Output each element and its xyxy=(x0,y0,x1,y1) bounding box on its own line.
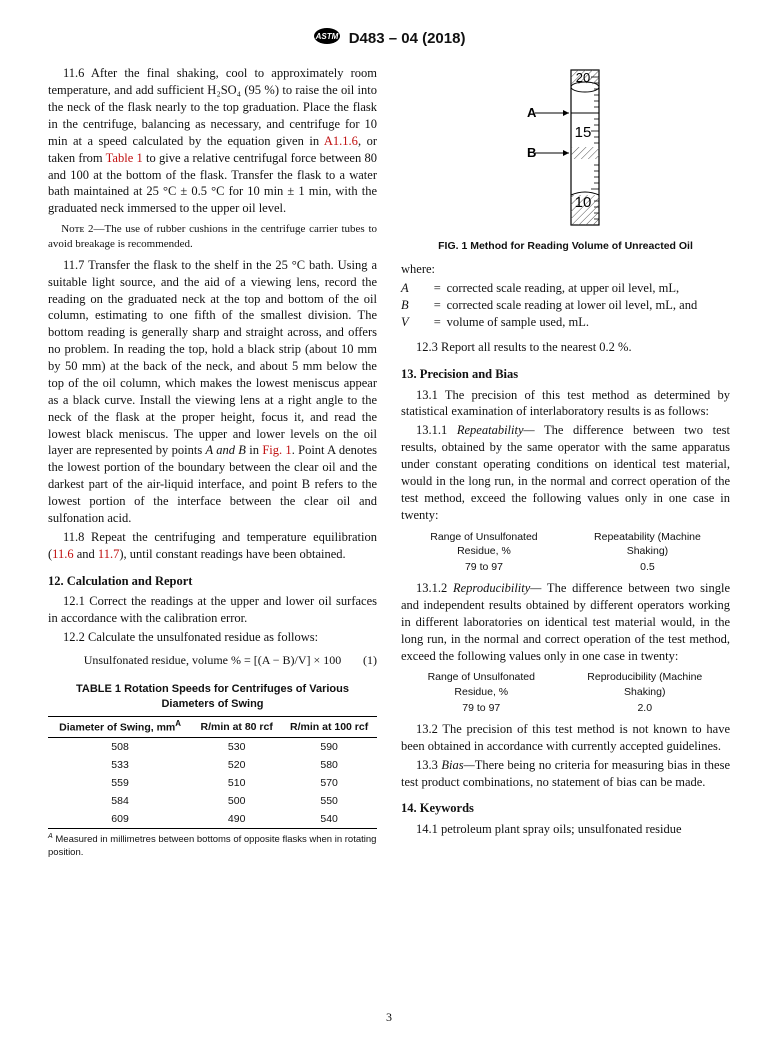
repeatability-table: Range of UnsulfonatedResidue, % Repeatab… xyxy=(401,528,730,577)
term-bias: Bias— xyxy=(441,758,474,772)
figure-1-caption: FIG. 1 Method for Reading Volume of Unre… xyxy=(401,239,730,253)
where-b-def: = corrected scale reading at lower oil l… xyxy=(431,297,730,314)
section-14-heading: 14. Keywords xyxy=(401,800,730,817)
where-a-sym: A xyxy=(401,280,421,297)
para-11-8: 11.8 Repeat the centrifuging and tempera… xyxy=(48,529,377,563)
reproducibility-table: Range of UnsulfonatedResidue, % Reproduc… xyxy=(401,668,730,717)
para-13-1: 13.1 The precision of this test method a… xyxy=(401,387,730,421)
text: 13.1.1 xyxy=(416,423,457,437)
link-11-6[interactable]: 11.6 xyxy=(52,547,73,561)
where-b-sym: B xyxy=(401,297,421,314)
table-1-col1-head: Diameter of Swing, mmA xyxy=(48,716,192,737)
standard-designation: D483 – 04 (2018) xyxy=(349,30,466,47)
text-ab: A and B xyxy=(206,443,246,457)
para-12-3: 12.3 Report all results to the nearest 0… xyxy=(401,339,730,356)
text: 13.3 xyxy=(416,758,441,772)
mini2-h1: Range of UnsulfonatedResidue, % xyxy=(403,670,560,698)
term-reproducibility: Reproducibility— xyxy=(453,581,541,595)
link-table-1[interactable]: Table 1 xyxy=(106,151,143,165)
text: The difference between two test results,… xyxy=(401,423,730,521)
table-row: 609490540 xyxy=(48,810,377,829)
table-row: 533520580 xyxy=(48,756,377,774)
note-2: Nᴏᴛᴇ 2—The use of rubber cushions in the… xyxy=(48,222,377,252)
text: in xyxy=(246,443,262,457)
two-column-body: 11.6 After the final shaking, cool to ap… xyxy=(0,65,778,985)
text: ), until constant readings have been obt… xyxy=(119,547,345,561)
para-13-2: 13.2 The precision of this test method i… xyxy=(401,721,730,755)
mini1-h2: Repeatability (MachineShaking) xyxy=(567,530,728,558)
table-1-footnote: A Measured in millimetres between bottom… xyxy=(48,832,377,860)
where-a-def: = corrected scale reading, at upper oil … xyxy=(431,280,730,297)
where-label: where: xyxy=(401,261,730,278)
mini1-value: 0.5 xyxy=(567,560,728,574)
table-1-col3-head: R/min at 100 rcf xyxy=(281,716,377,737)
link-a1-1-6[interactable]: A1.1.6 xyxy=(324,134,358,148)
equation-body: Unsulfonated residue, volume % = [(A − B… xyxy=(84,653,342,667)
scale-10: 10 xyxy=(574,194,591,211)
table-1-title: TABLE 1 Rotation Speeds for Centrifuges … xyxy=(48,682,377,712)
where-v-def: = volume of sample used, mL. xyxy=(431,314,730,331)
page-header: ASTM D483 – 04 (2018) xyxy=(0,0,778,59)
text: 13.1.2 xyxy=(416,581,453,595)
scale-15: 15 xyxy=(574,124,591,141)
text: 11.7 Transfer the flask to the shelf in … xyxy=(48,258,377,458)
equation-1: Unsulfonated residue, volume % = [(A − B… xyxy=(48,652,377,668)
table-row: 508530590 xyxy=(48,737,377,756)
para-13-1-2: 13.1.2 Reproducibility— The difference b… xyxy=(401,580,730,664)
table-1-col2-head: R/min at 80 rcf xyxy=(192,716,281,737)
svg-text:ASTM: ASTM xyxy=(314,32,338,41)
mini2-h2: Reproducibility (MachineShaking) xyxy=(562,670,728,698)
where-definitions: A = corrected scale reading, at upper oi… xyxy=(401,280,730,331)
mini2-value: 2.0 xyxy=(562,701,728,715)
table-row: 559510570 xyxy=(48,774,377,792)
section-12-heading: 12. Calculation and Report xyxy=(48,573,377,590)
para-12-1: 12.1 Correct the readings at the upper a… xyxy=(48,593,377,627)
section-13-heading: 13. Precision and Bias xyxy=(401,366,730,383)
where-v-sym: V xyxy=(401,314,421,331)
equation-number: (1) xyxy=(363,652,377,668)
text: and xyxy=(74,547,98,561)
figure-1-svg: 20 15 10 A B xyxy=(491,65,641,230)
para-11-7: 11.7 Transfer the flask to the shelf in … xyxy=(48,257,377,527)
table-row: 584500550 xyxy=(48,792,377,810)
link-fig-1[interactable]: Fig. 1 xyxy=(262,443,291,457)
mini1-range: 79 to 97 xyxy=(403,560,565,574)
para-11-6: 11.6 After the final shaking, cool to ap… xyxy=(48,65,377,217)
page-number: 3 xyxy=(0,1009,778,1025)
para-14-1: 14.1 petroleum plant spray oils; unsulfo… xyxy=(401,821,730,838)
label-b: B xyxy=(527,145,536,160)
para-13-3: 13.3 Bias—There being no criteria for me… xyxy=(401,757,730,791)
astm-logo-icon: ASTM xyxy=(313,27,341,51)
para-13-1-1: 13.1.1 Repeatability— The difference bet… xyxy=(401,422,730,523)
table-1: Diameter of Swing, mmA R/min at 80 rcf R… xyxy=(48,716,377,830)
figure-1: 20 15 10 A B FIG. 1 Method for Reading V… xyxy=(401,65,730,253)
mini2-range: 79 to 97 xyxy=(403,701,560,715)
para-12-2: 12.2 Calculate the unsulfonated residue … xyxy=(48,629,377,646)
term-repeatability: Repeatability— xyxy=(457,423,535,437)
link-11-7[interactable]: 11.7 xyxy=(98,547,119,561)
scale-20: 20 xyxy=(575,70,589,85)
table-1-block: TABLE 1 Rotation Speeds for Centrifuges … xyxy=(48,682,377,860)
label-a: A xyxy=(527,105,537,120)
mini1-h1: Range of UnsulfonatedResidue, % xyxy=(403,530,565,558)
